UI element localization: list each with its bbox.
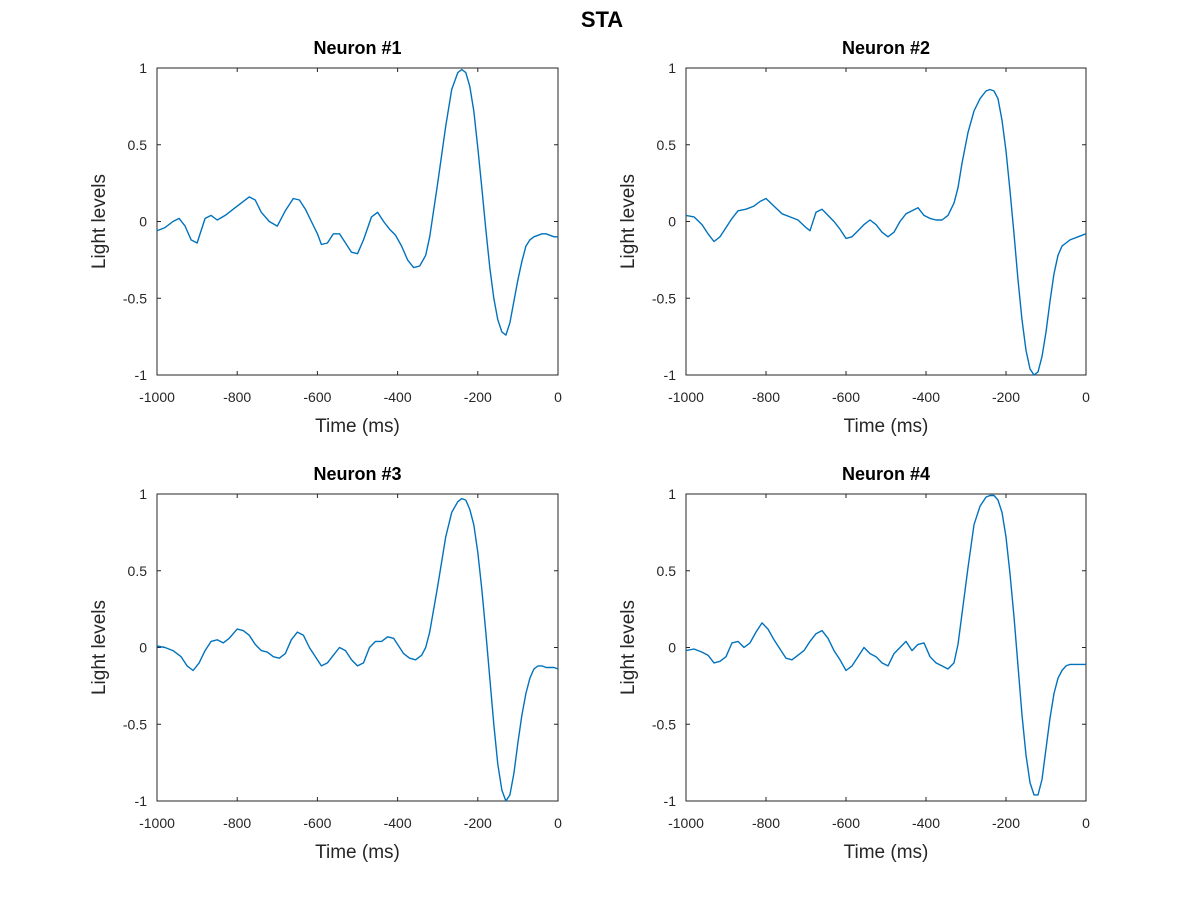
x-tick-label: -600 <box>303 815 331 831</box>
x-tick-label: 0 <box>554 389 562 405</box>
y-tick-label: -0.5 <box>123 290 147 306</box>
x-tick-label: -400 <box>912 389 940 405</box>
x-tick-label: -1000 <box>139 389 175 405</box>
x-tick-label: -600 <box>832 815 860 831</box>
x-tick-label: -800 <box>223 815 251 831</box>
y-tick-label: -1 <box>664 793 677 809</box>
x-axis-label: Time (ms) <box>844 416 929 437</box>
x-tick-label: 0 <box>1082 389 1090 405</box>
y-tick-label: 0 <box>139 640 147 656</box>
y-tick-label: 0 <box>668 640 676 656</box>
x-axis-label: Time (ms) <box>315 416 400 437</box>
x-tick-label: -800 <box>752 815 780 831</box>
x-tick-label: -1000 <box>139 815 175 831</box>
x-tick-label: -400 <box>912 815 940 831</box>
y-tick-label: 1 <box>139 486 147 502</box>
y-tick-label: -0.5 <box>652 290 676 306</box>
sta-series-line <box>686 88 1086 376</box>
y-axis-label: Light levels <box>89 174 110 269</box>
subplot-neuron-3: Neuron #3 -1000 -800 -600 -400 -200 0 -1 -0.5 0 0.… <box>89 464 562 863</box>
y-axis-label: Light levels <box>618 174 639 269</box>
figure-title: STA <box>581 7 623 32</box>
sta-series-line <box>157 497 558 802</box>
x-tick-label: -400 <box>384 815 412 831</box>
x-tick-label: -200 <box>464 815 492 831</box>
x-tick-label: -1000 <box>668 815 704 831</box>
y-tick-label: 0.5 <box>657 563 677 579</box>
x-tick-label: 0 <box>1082 815 1090 831</box>
x-tick-label: -200 <box>992 815 1020 831</box>
plot-frame <box>156 493 559 802</box>
sta-series-line <box>686 494 1086 796</box>
plot-title: Neuron #1 <box>313 38 401 58</box>
y-tick-label: 1 <box>139 60 147 76</box>
x-tick-label: -800 <box>223 389 251 405</box>
y-axis-label: Light levels <box>618 600 639 695</box>
plot-title: Neuron #3 <box>313 464 401 484</box>
y-tick-label: 0.5 <box>128 137 148 153</box>
y-axis-label: Light levels <box>89 600 110 695</box>
subplot-neuron-4: Neuron #4 -1000 -800 -600 -400 -200 0 -1 -0.5 0 0.… <box>618 464 1090 863</box>
plot-frame <box>685 67 1087 376</box>
x-axis-label: Time (ms) <box>315 842 400 863</box>
y-tick-label: -0.5 <box>123 716 147 732</box>
sta-series-line <box>157 68 558 336</box>
y-tick-label: 0.5 <box>128 563 148 579</box>
y-tick-label: -0.5 <box>652 716 676 732</box>
subplot-neuron-1: Neuron #1 -1000 -800 -600 -400 -200 0 -1 -0.5 0 0.… <box>89 38 562 437</box>
subplot-neuron-2: Neuron #2 -1000 -800 -600 -400 -200 0 -1 -0.5 0 0.… <box>618 38 1090 437</box>
x-tick-label: -800 <box>752 389 780 405</box>
y-tick-label: -1 <box>135 793 148 809</box>
subplot-grid: Neuron #1-1000 -800 -600 -400 -200 0-1-0.500.… <box>89 38 1090 863</box>
plot-title: Neuron #2 <box>842 38 930 58</box>
plot-frame <box>685 493 1087 802</box>
y-tick-label: 0 <box>668 214 676 230</box>
x-tick-label: 0 <box>554 815 562 831</box>
x-tick-label: -200 <box>464 389 492 405</box>
y-tick-label: -1 <box>135 367 148 383</box>
x-tick-label: -600 <box>832 389 860 405</box>
plot-title: Neuron #4 <box>842 464 930 484</box>
y-tick-label: -1 <box>664 367 677 383</box>
x-tick-label: -400 <box>384 389 412 405</box>
x-tick-label: -600 <box>303 389 331 405</box>
x-tick-label: -200 <box>992 389 1020 405</box>
y-tick-label: 0.5 <box>657 137 677 153</box>
y-tick-label: 1 <box>668 60 676 76</box>
plot-frame <box>156 67 559 376</box>
y-tick-label: 0 <box>139 214 147 230</box>
x-axis-label: Time (ms) <box>844 842 929 863</box>
x-tick-label: -1000 <box>668 389 704 405</box>
y-tick-label: 1 <box>668 486 676 502</box>
